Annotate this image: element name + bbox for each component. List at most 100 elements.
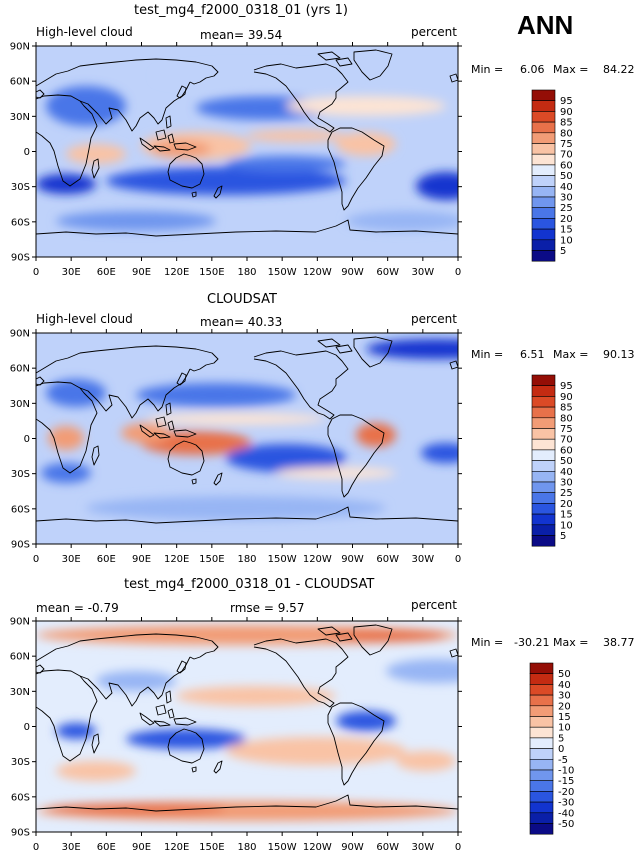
colorbar-label: 25 (560, 203, 573, 214)
colorbar-swatch (529, 801, 554, 814)
panel-3-contour-region (56, 723, 96, 739)
colorbar-swatch (531, 196, 556, 208)
panel-3-min-label: Min = (471, 636, 504, 649)
panel-2-min-label: Min = (471, 348, 504, 361)
colorbar-label: 10 (560, 235, 573, 246)
colorbar-swatch (531, 228, 556, 241)
colorbar-label: 95 (560, 381, 573, 392)
lon-tick-label: 150E (199, 267, 224, 278)
colorbar-label: 5 (560, 531, 566, 542)
lat-tick-label: 90N (10, 329, 30, 340)
colorbar-swatch (531, 143, 556, 155)
panel-3-map (35, 620, 459, 833)
colorbar-label: 5 (560, 246, 566, 257)
colorbar-swatch (531, 111, 556, 123)
panel-2-min-value: 6.51 (520, 348, 545, 361)
panel-2-contours (41, 339, 458, 520)
colorbar-label: 20 (558, 701, 571, 712)
colorbar-swatch (531, 417, 556, 429)
colorbar-label: 85 (560, 118, 573, 129)
panel-3-contour-region (226, 737, 406, 765)
colorbar-label: 50 (558, 669, 571, 680)
lon-tick-label: 150E (199, 842, 224, 853)
colorbar-label: -10 (558, 766, 574, 777)
lon-tick-label: 90W (341, 842, 364, 853)
lon-tick-label: 180 (237, 842, 256, 853)
lon-tick-label: 30W (412, 554, 435, 565)
panel-3-title: test_mg4_f2000_0318_01 - CLOUDSAT (124, 577, 375, 592)
colorbar-label: 15 (560, 510, 573, 521)
colorbar-swatch (529, 726, 554, 739)
colorbar-label: 15 (560, 225, 573, 236)
panel-1-min-value: 6.06 (520, 63, 545, 76)
colorbar-label: 5 (558, 733, 564, 744)
lat-tick-label: 30S (11, 182, 30, 193)
lon-tick-label: 30E (62, 842, 81, 853)
colorbar-label: 10 (560, 520, 573, 531)
panel-3-min-value: -30.21 (514, 636, 550, 649)
panel-2-contour-region (41, 463, 91, 483)
panel-3-contour-region (176, 686, 336, 706)
lat-tick-label: 60N (10, 652, 30, 663)
lon-tick-label: 90E (132, 554, 151, 565)
colorbar-swatch (531, 481, 556, 493)
panel-3-contour-region (386, 659, 458, 683)
lat-tick-label: 30N (10, 399, 30, 410)
panel-2-contour-region (46, 379, 106, 407)
colorbar-swatch (531, 438, 556, 451)
lon-tick-label: 0 (455, 842, 461, 853)
lon-tick-label: 150W (268, 267, 297, 278)
colorbar-swatch (531, 175, 556, 187)
colorbar-label: 40 (560, 467, 573, 478)
colorbar-label: 80 (560, 128, 573, 139)
lon-tick-label: 120W (303, 554, 332, 565)
colorbar-label: 30 (558, 691, 571, 702)
lat-tick-label: 60N (10, 364, 30, 375)
colorbar-label: 75 (560, 139, 573, 150)
colorbar-swatch (531, 132, 556, 144)
lon-tick-label: 90W (341, 267, 364, 278)
panel-1-contour-region (46, 86, 126, 126)
colorbar-swatch (529, 737, 554, 749)
colorbar-label: 70 (560, 150, 573, 161)
colorbar-label: -30 (558, 798, 574, 809)
lat-tick-label: 90S (11, 540, 30, 551)
colorbar-swatch (531, 153, 556, 166)
colorbar-label: 15 (558, 712, 571, 723)
panel-2-contour-region (366, 339, 458, 359)
lat-tick-label: 30S (11, 757, 30, 768)
lon-tick-label: 30W (412, 842, 435, 853)
panel-1-title: test_mg4_f2000_0318_01 (yrs 1) (134, 3, 348, 18)
lat-tick-label: 30N (10, 687, 30, 698)
colorbar-swatch (531, 535, 556, 547)
colorbar-swatch (531, 396, 556, 408)
panel-3-units-label: percent (411, 598, 457, 612)
colorbar-label: 25 (560, 488, 573, 499)
lon-tick-label: 60E (97, 267, 116, 278)
panel-2-contour-region (356, 423, 396, 447)
colorbar-swatch (529, 673, 554, 685)
panel-2-mean-label: mean= 40.33 (200, 315, 283, 329)
lon-tick-label: 120W (303, 267, 332, 278)
colorbar-swatch (529, 694, 554, 707)
colorbar-swatch (531, 186, 556, 198)
colorbar-label: 50 (560, 171, 573, 182)
lon-tick-label: 90E (132, 267, 151, 278)
colorbar-label: 40 (560, 182, 573, 193)
panel-2-contour-region (226, 444, 346, 472)
panel-3-contours (36, 625, 458, 821)
lon-tick-label: 0 (455, 267, 461, 278)
panel-2-max-value: 90.13 (603, 348, 635, 361)
colorbar-swatch (529, 812, 554, 824)
panel-2-title: CLOUDSAT (207, 292, 277, 307)
lon-tick-label: 90W (341, 554, 364, 565)
colorbar-swatch (531, 385, 556, 397)
panel-1-contour-region (226, 156, 346, 172)
panel-2-map (35, 332, 459, 545)
panel-3-contour-region (336, 711, 396, 731)
colorbar-label: -50 (558, 819, 574, 830)
